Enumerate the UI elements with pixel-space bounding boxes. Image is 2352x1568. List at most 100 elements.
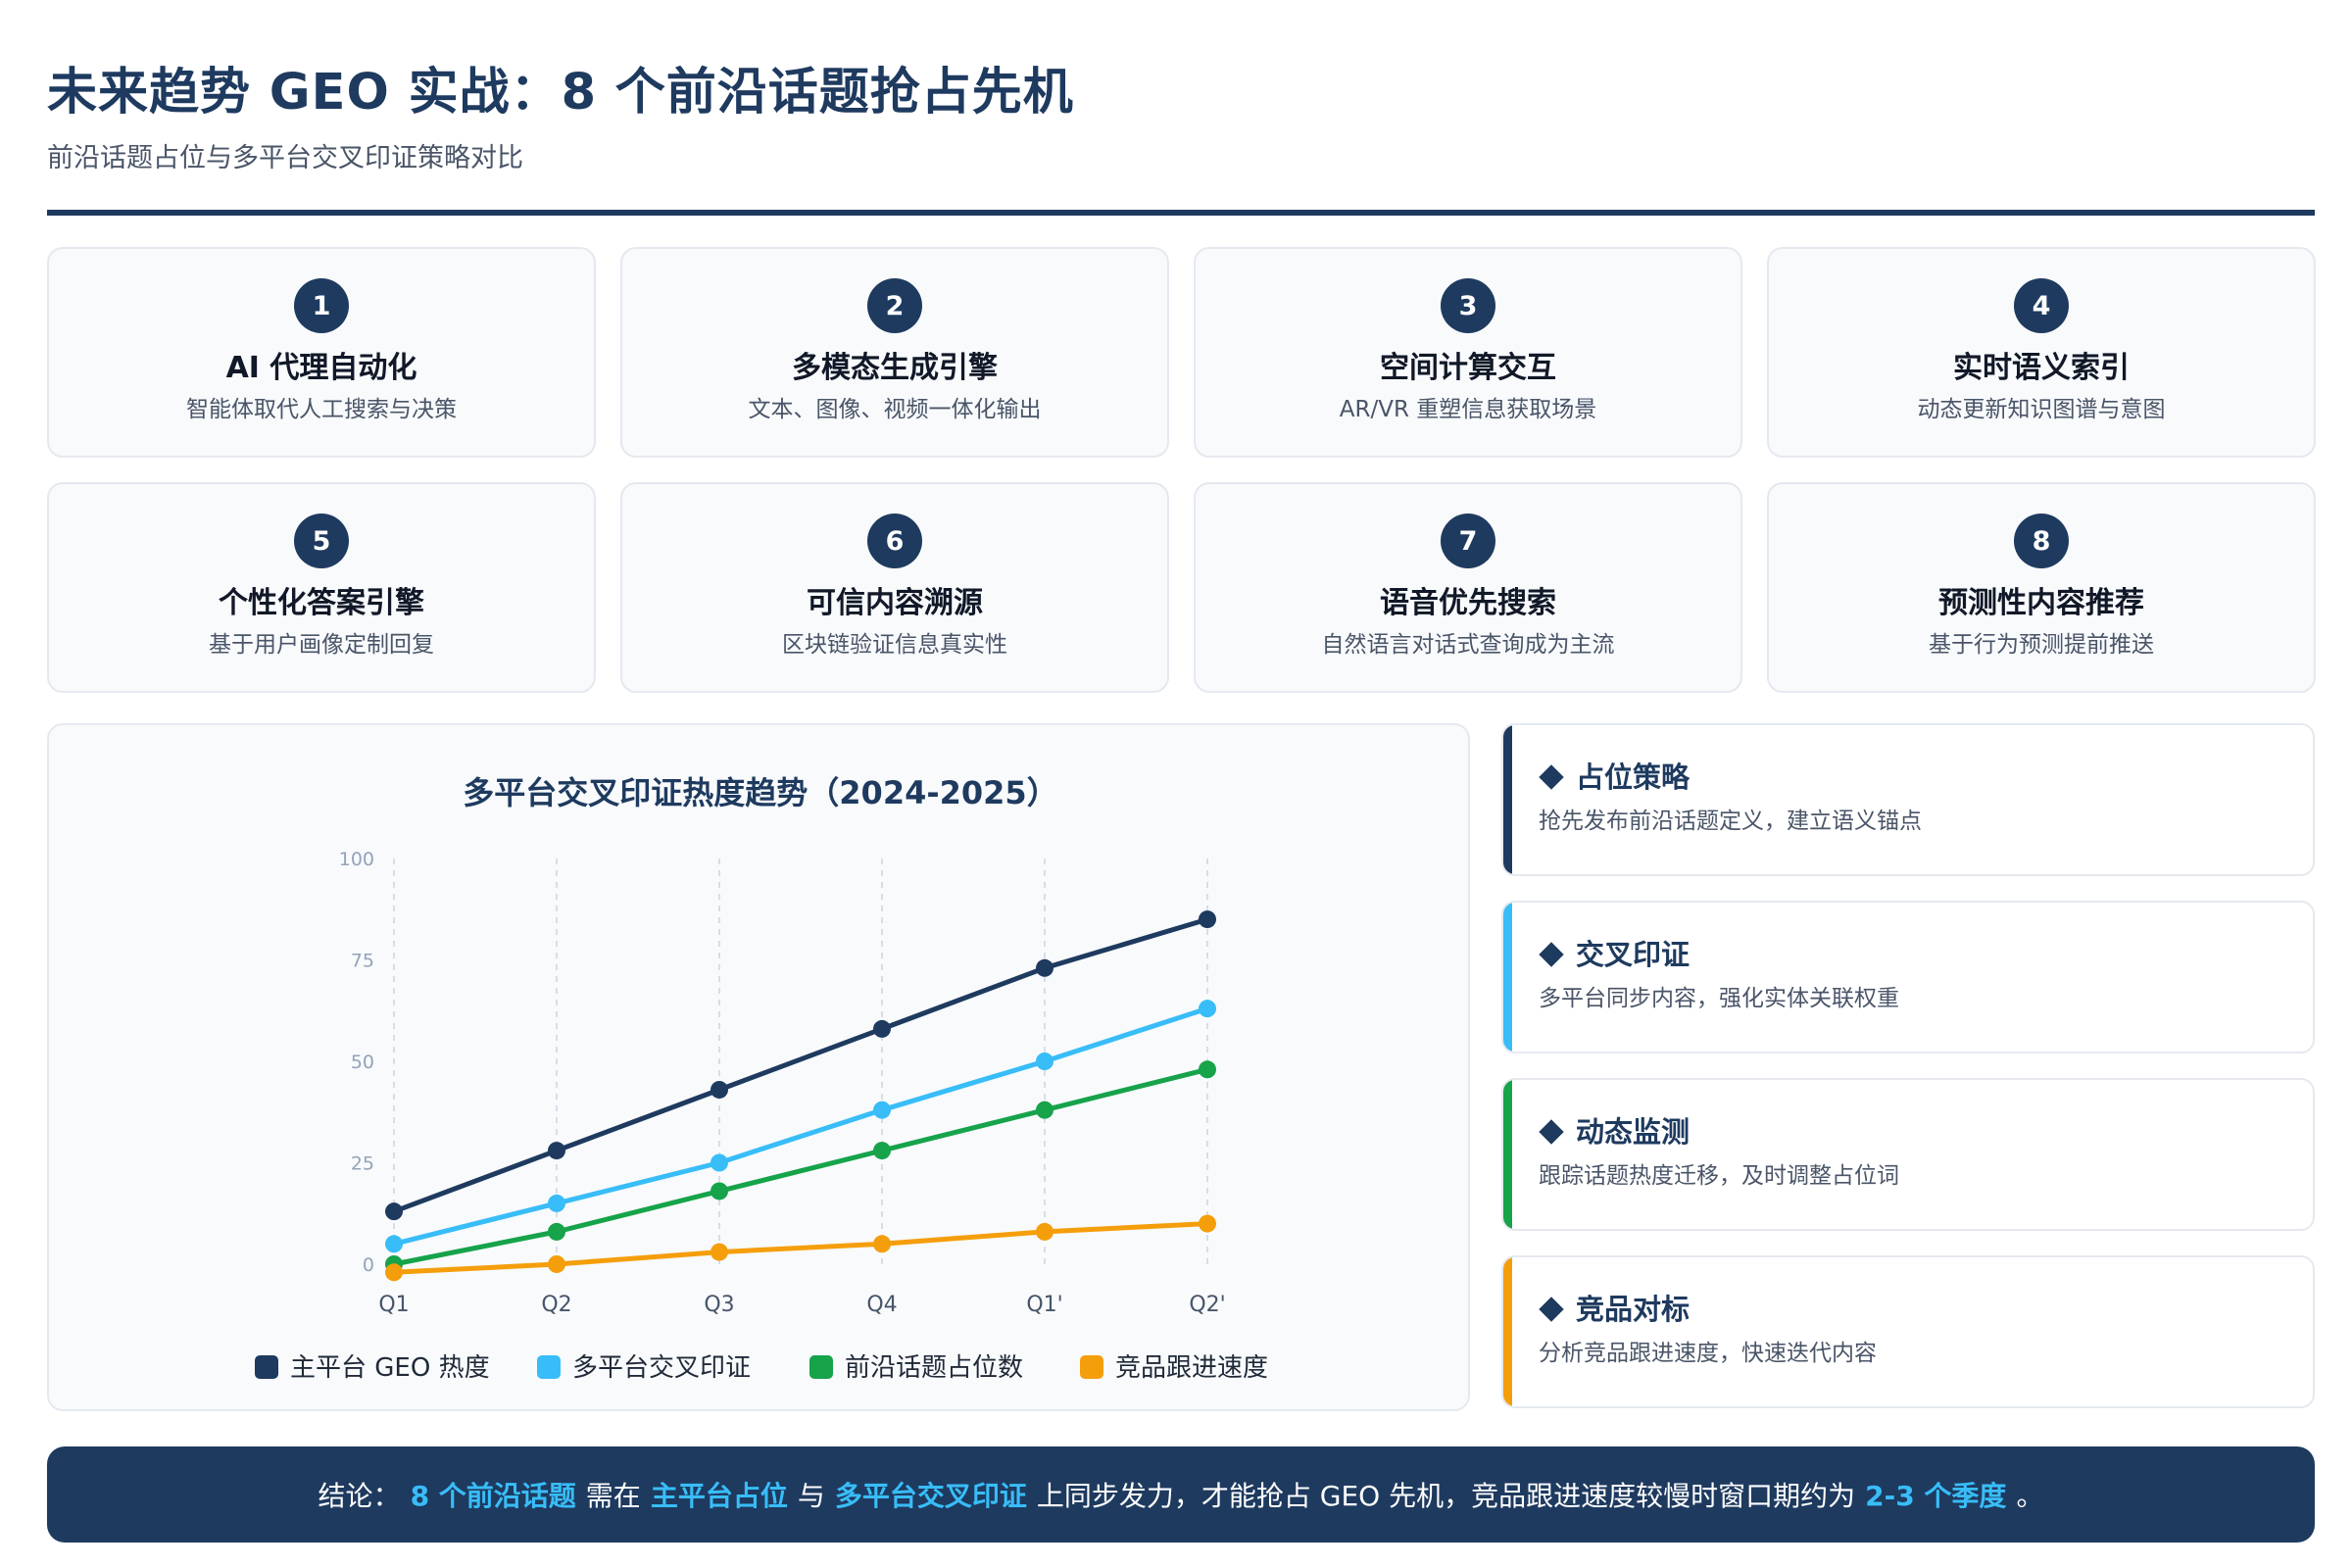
data-point — [710, 1153, 728, 1172]
y-tick-label: 100 — [339, 849, 374, 870]
strategy-list: 占位策略 抢先发布前沿话题定义，建立语义锚点 交叉印证 多平台同步内容，强化实体… — [1501, 723, 2315, 1433]
strategy-title: 占位策略 — [1576, 760, 1690, 794]
strategy-accent-bar — [1503, 1080, 1512, 1229]
conclusion-text: 需在 — [585, 1480, 641, 1512]
topic-card: 8 预测性内容推荐 基于行为预测提前推送 — [1767, 482, 2316, 693]
y-tick-label: 75 — [351, 951, 374, 972]
topic-description: 文本、图像、视频一体化输出 — [748, 397, 1042, 422]
strategy-accent-bar — [1503, 903, 1512, 1052]
data-point — [548, 1194, 565, 1212]
legend-swatch — [255, 1355, 278, 1379]
topic-description: AR/VR 重塑信息获取场景 — [1339, 397, 1597, 422]
topic-card: 2 多模态生成引擎 文本、图像、视频一体化输出 — [620, 247, 1169, 458]
legend-swatch — [809, 1355, 833, 1379]
strategy-title: 交叉印证 — [1576, 938, 1690, 971]
data-point — [710, 1182, 728, 1200]
topic-title: 空间计算交互 — [1380, 351, 1556, 385]
strategy-title: 竞品对标 — [1576, 1293, 1690, 1326]
topic-number-badge: 7 — [1441, 514, 1495, 568]
strategy-description: 抢先发布前沿话题定义，建立语义锚点 — [1539, 808, 1922, 834]
chart-title: 多平台交叉印证热度趋势（2024-2025） — [463, 774, 1057, 811]
topic-number-badge: 2 — [867, 278, 922, 333]
topic-card: 4 实时语义索引 动态更新知识图谱与意图 — [1767, 247, 2316, 458]
conclusion-highlight-main-platform: 主平台占位 — [650, 1480, 788, 1512]
data-point — [548, 1142, 565, 1160]
strategy-card: 动态监测 跟踪话题热度迁移，及时调整占位词 — [1501, 1078, 2315, 1231]
topic-title: AI 代理自动化 — [225, 351, 417, 385]
x-tick-label: Q1 — [378, 1293, 409, 1317]
data-point — [385, 1202, 403, 1221]
data-point — [1199, 1214, 1216, 1233]
topic-title: 多模态生成引擎 — [792, 351, 998, 385]
legend-label: 竞品跟进速度 — [1115, 1353, 1268, 1383]
legend-label: 多平台交叉印证 — [572, 1353, 751, 1383]
data-point — [710, 1243, 728, 1261]
strategy-card: 占位策略 抢先发布前沿话题定义，建立语义锚点 — [1501, 723, 2315, 876]
data-point — [1036, 1053, 1054, 1070]
topic-title: 可信内容溯源 — [807, 586, 983, 620]
topic-title: 预测性内容推荐 — [1938, 586, 2144, 620]
page-subtitle: 前沿话题占位与多平台交叉印证策略对比 — [47, 143, 523, 173]
strategy-card: 竞品对标 分析竞品跟进速度，快速迭代内容 — [1501, 1255, 2315, 1408]
trend-line-chart: 多平台交叉印证热度趋势（2024-2025） 0 25 50 75 100 Q1 Q2 Q3 Q4… — [255, 774, 1268, 1383]
strategy-accent-bar — [1503, 725, 1512, 874]
data-point — [1199, 1000, 1216, 1018]
topic-number-badge: 8 — [2014, 514, 2069, 568]
conclusion-banner: 结论： 8 个前沿话题 需在 主平台占位 与 多平台交叉印证 上同步发力，才能抢… — [47, 1446, 2315, 1543]
conclusion-text: 与 — [797, 1480, 825, 1512]
page-header: 未来趋势 GEO 实战：8 个前沿话题抢占先机 前沿话题占位与多平台交叉印证策略… — [47, 59, 2305, 176]
topic-card: 3 空间计算交互 AR/VR 重塑信息获取场景 — [1194, 247, 1742, 458]
topic-number-badge: 1 — [294, 278, 349, 333]
topic-description: 基于用户画像定制回复 — [209, 632, 434, 658]
data-point — [1036, 958, 1054, 977]
data-point — [873, 1235, 891, 1253]
topic-number-badge: 6 — [867, 514, 922, 568]
topic-title: 个性化答案引擎 — [219, 586, 424, 620]
data-point — [1036, 1222, 1054, 1241]
x-tick-label: Q1' — [1026, 1293, 1062, 1317]
legend-label: 前沿话题占位数 — [845, 1353, 1023, 1383]
series-line — [391, 1005, 1210, 1247]
legend-swatch — [537, 1355, 561, 1379]
data-point — [548, 1255, 565, 1273]
data-point — [1036, 1101, 1054, 1119]
strategy-card: 交叉印证 多平台同步内容，强化实体关联权重 — [1501, 901, 2315, 1054]
data-point — [385, 1263, 403, 1282]
x-tick-label: Q3 — [704, 1293, 734, 1317]
conclusion-highlight-topics: 8 个前沿话题 — [410, 1480, 576, 1512]
series-line — [391, 916, 1210, 1214]
conclusion-highlight-cross-platform: 多平台交叉印证 — [834, 1480, 1027, 1512]
data-point — [710, 1080, 728, 1099]
topic-description: 智能体取代人工搜索与决策 — [186, 397, 457, 422]
data-point — [873, 1101, 891, 1119]
topic-number-badge: 4 — [2014, 278, 2069, 333]
conclusion-highlight-window: 2-3 个季度 — [1865, 1480, 2007, 1512]
strategy-description: 分析竞品跟进速度，快速迭代内容 — [1539, 1341, 1877, 1366]
topic-card: 5 个性化答案引擎 基于用户画像定制回复 — [47, 482, 596, 693]
data-point — [1199, 910, 1216, 929]
topic-card: 7 语音优先搜索 自然语言对话式查询成为主流 — [1194, 482, 1742, 693]
conclusion-text: 上同步发力，才能抢占 GEO 先机，竞品跟进速度较慢时窗口期约为 — [1036, 1480, 1856, 1512]
topic-cards-grid: 1 AI 代理自动化 智能体取代人工搜索与决策 2 多模态生成引擎 文本、图像、… — [47, 247, 2316, 693]
header-divider — [47, 210, 2315, 216]
series-line — [391, 1066, 1210, 1267]
strategy-description: 多平台同步内容，强化实体关联权重 — [1539, 986, 1899, 1011]
topic-title: 语音优先搜索 — [1380, 586, 1556, 620]
conclusion-prefix: 结论： — [318, 1480, 401, 1512]
strategy-title: 动态监测 — [1576, 1115, 1690, 1149]
y-tick-label: 25 — [351, 1153, 374, 1175]
diamond-icon — [1539, 1119, 1564, 1145]
series-line — [391, 1221, 1210, 1275]
y-tick-label: 0 — [363, 1254, 374, 1276]
y-tick-label: 50 — [351, 1052, 374, 1073]
data-point — [1199, 1060, 1216, 1079]
topic-title: 实时语义索引 — [1953, 351, 2130, 385]
topic-description: 自然语言对话式查询成为主流 — [1321, 632, 1615, 658]
conclusion-suffix: 。 — [2016, 1480, 2044, 1512]
data-point — [548, 1222, 565, 1241]
legend-swatch — [1080, 1355, 1103, 1379]
diamond-icon — [1539, 764, 1564, 790]
topic-description: 区块链验证信息真实性 — [782, 632, 1007, 658]
data-point — [873, 1142, 891, 1160]
trend-chart-panel: 多平台交叉印证热度趋势（2024-2025） 0 25 50 75 100 Q1 Q2 Q3 Q4… — [47, 723, 1470, 1411]
